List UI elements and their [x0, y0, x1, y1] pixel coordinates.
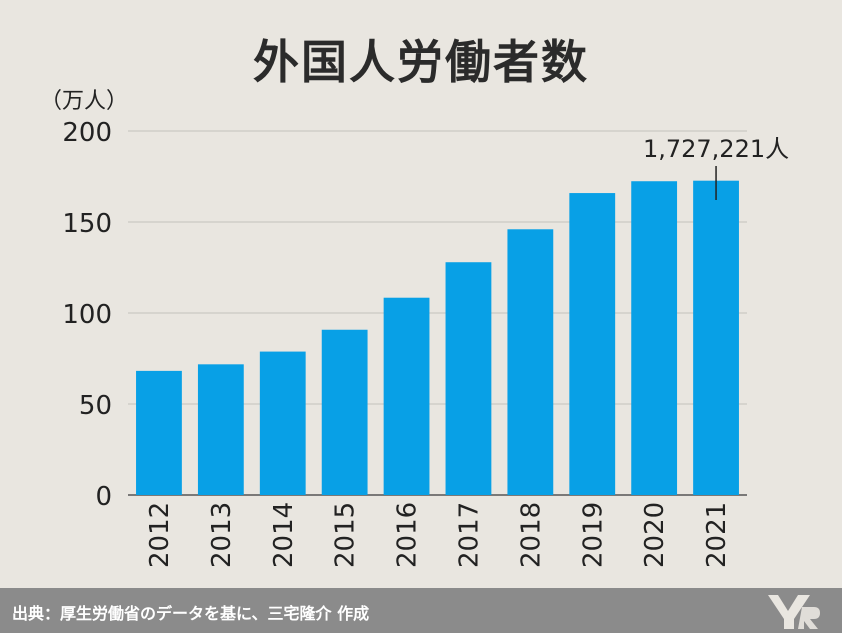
x-tick-label: 2018 [516, 502, 546, 568]
y-tick-label: 150 [62, 209, 112, 239]
y-tick-label: 0 [95, 482, 112, 512]
x-tick-label: 2019 [578, 502, 608, 568]
bar [136, 370, 182, 495]
y-tick-label: 200 [62, 118, 112, 148]
bar [631, 181, 678, 495]
x-tick-label: 2017 [454, 502, 484, 568]
bar [445, 262, 492, 495]
x-tick-label: 2012 [145, 502, 175, 568]
y-tick-label: 50 [79, 391, 112, 421]
bar [197, 364, 244, 495]
y-axis-label: （万人） [40, 89, 128, 114]
chart-title: 外国人労働者数 [253, 35, 589, 89]
bar [693, 180, 739, 495]
brand-logo-icon [768, 595, 820, 629]
x-tick-label: 2014 [269, 502, 299, 568]
footer-bar: 出典：厚生労働省のデータを基に、三宅隆介 作成 [0, 588, 842, 633]
bar [569, 193, 616, 495]
annotation-label: 1,727,221人 [643, 135, 789, 163]
bar [383, 297, 430, 495]
source-credit: 出典：厚生労働省のデータを基に、三宅隆介 作成 [12, 604, 370, 623]
bar [321, 329, 368, 495]
y-tick-label: 100 [62, 300, 112, 330]
x-tick-label: 2013 [207, 502, 237, 568]
x-tick-label: 2020 [640, 502, 670, 568]
x-tick-label: 2015 [331, 502, 361, 568]
bar [507, 229, 554, 495]
x-tick-label: 2016 [393, 502, 423, 568]
bar-chart: 0 50 100 150 200 （万人） 2012 2013 2014 2015 2016 2017… [40, 89, 789, 568]
x-tick-label: 2021 [702, 502, 732, 568]
bar [259, 351, 306, 495]
